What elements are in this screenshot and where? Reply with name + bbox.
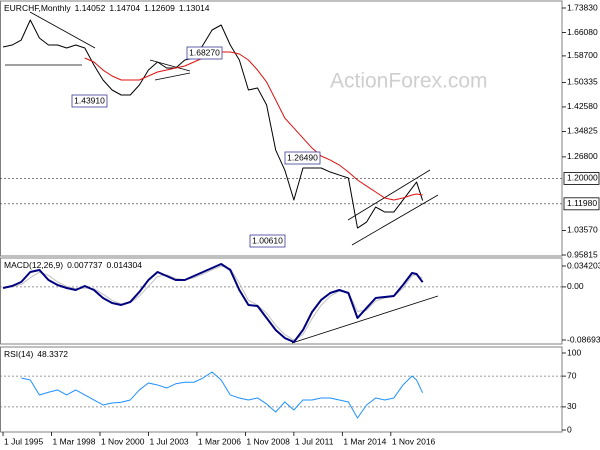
y-tick-label: 30 — [567, 401, 577, 411]
annotation-box — [284, 151, 321, 165]
annotation-box — [71, 94, 108, 108]
y-tick-label: 1.50335 — [567, 77, 598, 87]
watermark: ActionForex.com — [330, 70, 488, 93]
x-tick-label: 1 Nov 2016 — [392, 436, 436, 446]
series-line — [21, 371, 424, 419]
series-line — [2, 262, 424, 343]
panel-title: EURCHF,Monthly — [4, 3, 71, 13]
y-tick-label: 1.58700 — [567, 50, 598, 60]
y-tick-label: -0.086933 — [567, 334, 600, 344]
trendline — [351, 194, 439, 246]
readout-value: 1.13014 — [179, 3, 210, 13]
y-tick-label: 0.00 — [567, 281, 584, 291]
x-tick-label: 1 Mar 2006 — [198, 436, 241, 446]
panel-title: MACD(12,26,9) — [4, 260, 63, 270]
y-tick-label: 70 — [567, 370, 577, 380]
readout-value: 48.3372 — [37, 349, 68, 359]
annotation-label: 1.68270 — [189, 47, 220, 57]
y-tick-label: 1.42580 — [567, 101, 598, 111]
panel-header: EURCHF,Monthly 1.14052 1.14704 1.12609 1.130… — [4, 3, 210, 13]
price-box — [563, 197, 600, 211]
price-box-label: 1.20000 — [567, 173, 598, 183]
y-tick-label: 0.034203 — [567, 260, 600, 270]
panel-header: RSI(14) 48.3372 — [4, 349, 68, 359]
x-tick-label: 1 Mar 2014 — [343, 436, 386, 446]
x-tick-label: 1 Nov 2000 — [101, 436, 145, 446]
annotation-box — [249, 234, 286, 248]
trendline — [154, 72, 191, 81]
panel-frame — [0, 0, 563, 257]
panel-frame — [0, 346, 563, 433]
y-tick-label: 1.03570 — [567, 225, 598, 235]
annotation-box — [186, 46, 223, 60]
readout-value: 1.14704 — [109, 3, 140, 13]
y-tick-label: 1.34825 — [567, 126, 598, 136]
series-line — [84, 51, 423, 201]
trendline — [29, 11, 96, 49]
readout-value: 1.14052 — [75, 3, 106, 13]
panel-header: MACD(12,26,9) 0.007737 0.014304 — [4, 260, 142, 270]
y-tick-label: 100 — [567, 347, 581, 357]
series-line — [2, 19, 424, 229]
y-tick-label: 1.26800 — [567, 151, 598, 161]
price-box-label: 1.11980 — [567, 198, 597, 208]
annotation-label: 1.26490 — [287, 152, 318, 162]
annotation-label: 1.00610 — [252, 235, 283, 245]
x-tick-label: 1 Jul 2011 — [295, 436, 334, 446]
y-tick-label: 0 — [567, 424, 572, 434]
panel-frame — [0, 257, 563, 345]
y-tick-label: 0.95815 — [567, 249, 598, 259]
x-tick-label: 1 Jul 1995 — [4, 436, 43, 446]
series-line — [2, 265, 423, 341]
x-tick-label: 1 Nov 2008 — [246, 436, 290, 446]
trendlines — [5, 11, 439, 344]
trendline — [291, 295, 439, 344]
price-box — [563, 172, 600, 185]
readout-value: 1.12609 — [144, 3, 175, 13]
trendline — [149, 59, 191, 72]
readout-value: 0.007737 — [67, 260, 103, 270]
y-tick-label: 1.73830 — [567, 2, 598, 12]
y-tick-label: 1.66080 — [567, 27, 598, 37]
readout-value: 0.014304 — [107, 260, 143, 270]
annotation-label: 1.43910 — [74, 95, 105, 105]
x-tick-label: 1 Mar 1998 — [53, 436, 96, 446]
panel-title: RSI(14) — [4, 349, 33, 359]
x-tick-label: 1 Jul 2003 — [149, 436, 188, 446]
